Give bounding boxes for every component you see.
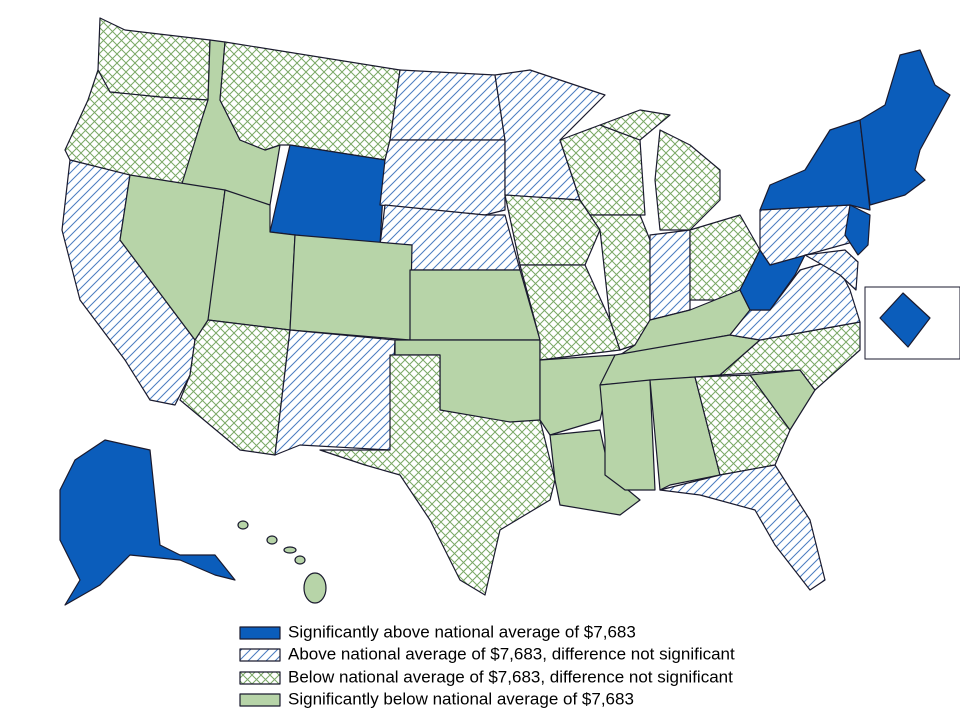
state: [844, 204, 871, 256]
state: [649, 229, 691, 321]
state: [599, 109, 671, 141]
legend-label: Significantly below national average of …: [288, 689, 634, 708]
state: [59, 439, 236, 606]
state: [389, 69, 506, 141]
state: [654, 129, 721, 231]
state: [266, 535, 278, 545]
state: [539, 354, 616, 436]
state: [599, 379, 656, 491]
legend-swatch: [239, 671, 281, 685]
state: [549, 429, 641, 516]
state: [219, 41, 401, 161]
state: [409, 269, 541, 341]
state: [237, 520, 249, 530]
state: [504, 194, 601, 266]
legend-label: Above national average of $7,683, differ…: [288, 644, 735, 663]
state: [319, 354, 556, 596]
state: [269, 144, 386, 246]
legend-label: Significantly above national average of …: [288, 622, 636, 641]
legend-swatch: [239, 626, 281, 640]
legend: Significantly above national average of …: [239, 622, 735, 708]
state: [659, 464, 826, 591]
state: [294, 555, 306, 565]
state: [694, 374, 791, 476]
state: [97, 17, 211, 101]
state: [379, 139, 506, 216]
legend-swatch: [239, 693, 281, 707]
state: [283, 546, 297, 554]
states: [59, 17, 960, 606]
state: [804, 249, 859, 291]
state: [759, 119, 871, 211]
legend-label: Below national average of $7,683, differ…: [288, 667, 733, 686]
legend-swatch: [239, 648, 281, 662]
state: [649, 376, 721, 491]
state: [179, 319, 291, 456]
state: [303, 572, 327, 604]
state: [289, 234, 413, 341]
state: [274, 329, 396, 456]
state: [859, 49, 951, 206]
state: [879, 292, 931, 348]
